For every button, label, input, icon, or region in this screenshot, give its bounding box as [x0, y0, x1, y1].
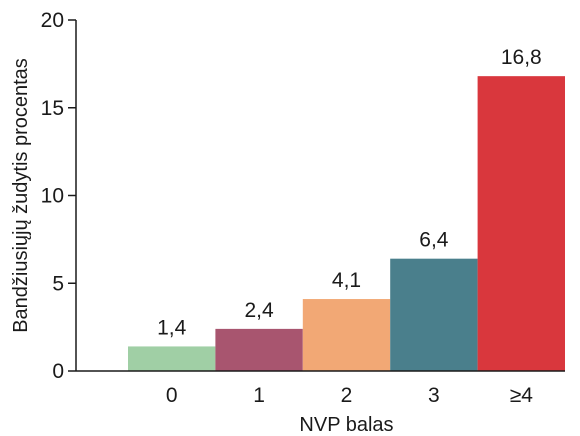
- y-axis-title: Bandžiusiųjų žudytis procentas: [10, 58, 32, 333]
- bar-value-label: 1,4: [157, 316, 187, 339]
- bar: [128, 346, 216, 371]
- x-axis-title: NVP balas: [299, 414, 393, 436]
- y-tick-label: 10: [41, 185, 64, 208]
- y-tick-label: 5: [52, 272, 64, 295]
- bar: [390, 258, 478, 371]
- data-labels: 1,4 2,4 4,1 6,4 16,8: [157, 46, 542, 339]
- bars: [128, 76, 565, 371]
- y-tick-label: 0: [52, 360, 64, 383]
- bar-value-label: 6,4: [419, 229, 449, 252]
- bar: [215, 328, 303, 371]
- x-tick-label: 2: [341, 384, 353, 407]
- bar-value-label: 16,8: [501, 46, 542, 69]
- y-axis-ticks: 0 5 10 15 20: [41, 9, 76, 383]
- bar: [477, 76, 565, 371]
- y-tick-label: 15: [41, 97, 64, 120]
- bar-value-label: 2,4: [244, 299, 274, 322]
- bar-value-label: 4,1: [332, 269, 361, 292]
- y-tick-label: 20: [41, 9, 64, 32]
- x-tick-label: 0: [166, 384, 178, 407]
- x-tick-label: ≥4: [510, 384, 534, 407]
- x-tick-label: 1: [253, 384, 265, 407]
- bar: [302, 299, 391, 371]
- x-axis-ticks: 0 1 2 3 ≥4: [166, 384, 533, 407]
- x-tick-label: 3: [428, 384, 440, 407]
